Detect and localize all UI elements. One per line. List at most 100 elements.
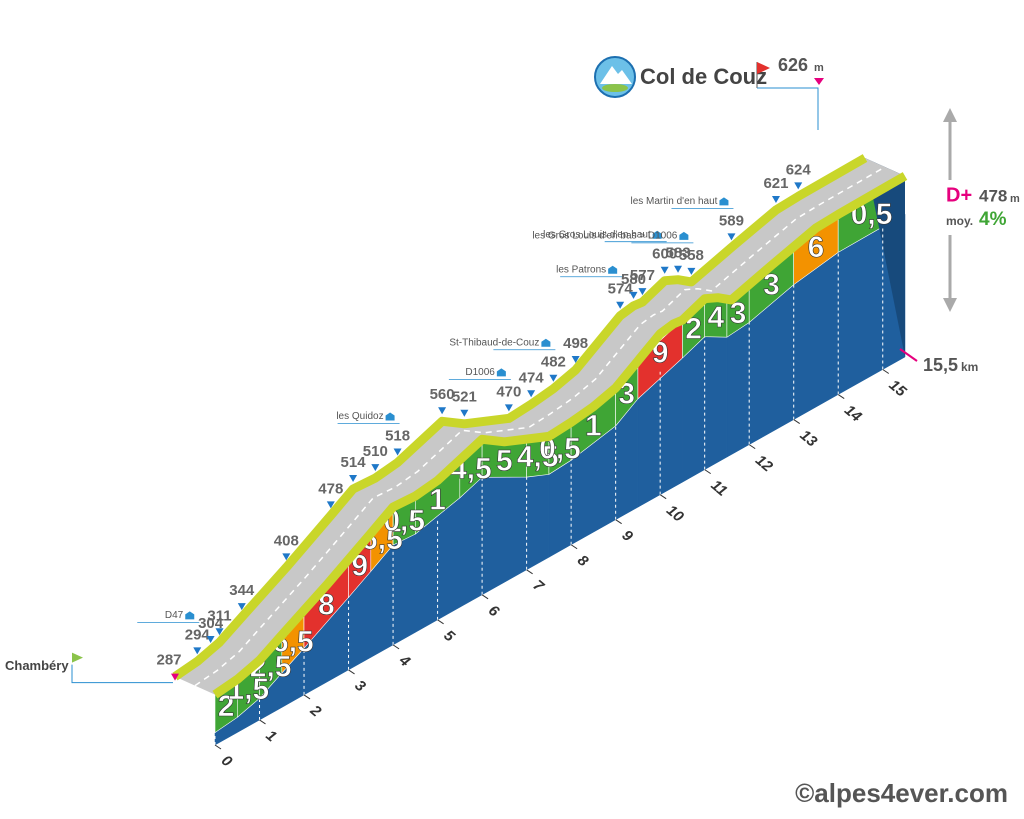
summit-leader (757, 87, 819, 130)
start-flag (72, 652, 83, 663)
elevation-label: 521 (452, 389, 477, 406)
elevation-marker (282, 553, 291, 561)
km-tick-label: 0 (218, 752, 236, 771)
elevation-label: 311 (207, 607, 231, 624)
summit-marker (814, 78, 824, 85)
base-face (548, 459, 572, 558)
gradient-label: 0,5 (539, 432, 581, 465)
summit-unit: m (814, 62, 824, 74)
climb-value: 478 (979, 186, 1007, 205)
km-tick-label: 7 (529, 577, 547, 596)
elevation-label: 589 (719, 212, 744, 229)
base-face (726, 322, 750, 458)
place-icon (496, 368, 506, 377)
elevation-marker (727, 233, 736, 241)
km-tick (793, 419, 800, 424)
elevation-label: 518 (385, 427, 410, 444)
km-tick (748, 444, 756, 450)
gradient-label: 4 (707, 301, 724, 334)
climb-unit: m (1010, 193, 1020, 205)
road-front-edge (212, 172, 908, 699)
place-label: les Martin d'en haut (630, 196, 717, 207)
average-value: 4% (979, 209, 1007, 230)
average-label: moy. (946, 214, 973, 228)
elevation-label: 408 (274, 532, 299, 549)
elevation-marker (326, 501, 335, 509)
km-tick-label: 4 (395, 651, 414, 670)
total-distance: 15,5 (923, 355, 958, 375)
summit-icon-ground (602, 84, 628, 92)
elevation-marker (687, 267, 696, 275)
elevation-label: 514 (341, 454, 367, 471)
elevation-label: 498 (563, 335, 588, 352)
elevation-label: 344 (229, 582, 255, 599)
elevation-label: 294 (185, 626, 211, 643)
elevation-label: 574 (608, 281, 634, 298)
place-icon (652, 230, 662, 239)
km-tick (392, 644, 400, 650)
km-tick (837, 394, 845, 399)
gradient-label: 2 (218, 690, 235, 723)
elevation-marker (771, 196, 780, 204)
title-block: Col de Couz 626 m (594, 55, 824, 130)
elevation-marker (794, 182, 803, 190)
start-marker (171, 673, 179, 681)
elevation-marker (549, 374, 558, 382)
place-label: D47 (165, 610, 184, 621)
km-tick-label: 3 (351, 677, 369, 696)
elevation-marker (349, 475, 358, 483)
elevation-marker (638, 288, 647, 296)
km-tick-label: 11 (708, 477, 731, 500)
km-tick-label: 15 (886, 377, 910, 401)
place-icon (719, 197, 729, 206)
km-tick (615, 519, 622, 525)
km-tick (526, 569, 533, 575)
road-back-edge (172, 154, 868, 681)
gradient-label: 3 (730, 297, 747, 330)
start-leader (71, 664, 173, 684)
elevation-marker (206, 635, 215, 643)
km-tick-label: 2 (306, 701, 325, 720)
km-tick (570, 544, 578, 550)
elevation-marker (393, 448, 402, 456)
elevation-label: 474 (519, 369, 545, 386)
place-icon (679, 231, 689, 240)
km-tick-label: 14 (841, 402, 865, 426)
elevation-label: 470 (496, 383, 521, 400)
elevation-marker (460, 409, 469, 417)
elevation-marker (237, 603, 246, 611)
place-label: les Gros Louis d'en haut (543, 229, 651, 240)
elevation-label: 624 (786, 161, 812, 178)
km-tick (259, 719, 266, 725)
place-icon (385, 412, 395, 421)
elevation-label: 600 (652, 246, 677, 263)
summary-bg (930, 180, 1024, 235)
base-face (481, 476, 527, 596)
end-face (865, 158, 905, 357)
gradient-label: 0,5 (383, 504, 425, 537)
gradient-label: 1 (429, 483, 446, 516)
elevation-marker (660, 266, 669, 274)
gradient-label: 1 (585, 410, 602, 443)
base-face (682, 336, 705, 483)
elevation-label: 583 (666, 245, 691, 262)
km-tick (659, 494, 667, 500)
elevation-label: 510 (363, 443, 388, 460)
elevation-marker (616, 301, 625, 309)
start-elevation: 287 (156, 652, 181, 669)
base-face (526, 474, 550, 571)
elevation-marker (193, 647, 202, 655)
place-icon (185, 611, 195, 620)
road-surface (175, 158, 905, 695)
place-label: les Quidoz (336, 411, 383, 422)
km-tick-label: 6 (485, 602, 503, 621)
elevation-label: 560 (430, 386, 455, 403)
summit-flag (757, 62, 770, 74)
km-tick (437, 619, 444, 625)
summary: D+ 478 m moy. 4% (930, 108, 1024, 312)
place-icon (608, 265, 618, 274)
elevation-marker (371, 464, 380, 472)
base-face (704, 336, 728, 471)
place-label: les Gros Louis d'en bas > D1006 (532, 230, 677, 241)
elevation-marker (215, 628, 224, 636)
